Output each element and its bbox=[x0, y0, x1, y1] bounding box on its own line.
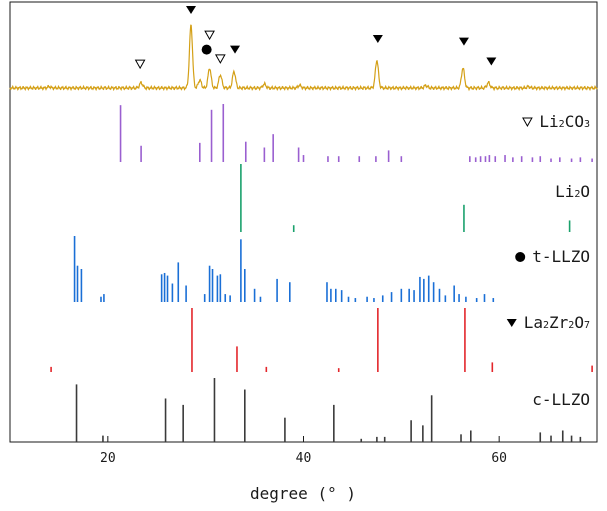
plot-frame bbox=[9, 1, 598, 443]
legend-open-triangle-Li2CO3 bbox=[522, 117, 533, 128]
legend-dot-t-LLZO bbox=[515, 252, 526, 262]
phase-label-Li2O: Li2O bbox=[555, 182, 590, 201]
ref-La2Zr2O7 bbox=[50, 308, 593, 372]
marker-filled-triangle-5 bbox=[230, 45, 241, 54]
reference-patterns bbox=[50, 104, 593, 442]
phase-label-t-LLZO: t-LLZO bbox=[532, 247, 590, 266]
x-axis-title: degree (° ) bbox=[250, 484, 356, 503]
phase-label-La2Zr2O7: La2Zr2O7 bbox=[524, 313, 590, 332]
x-axis-ticks: 20 40 60 bbox=[100, 436, 507, 466]
phase-labels: Li2CO3 Li2O t-LLZO La2Zr2O7 c-LLZO bbox=[506, 112, 590, 409]
ref-t-LLZO bbox=[73, 236, 495, 302]
measured-trace bbox=[9, 24, 598, 92]
ref-c-LLZO bbox=[75, 378, 582, 442]
x-tick-label-60: 60 bbox=[491, 451, 507, 466]
marker-open-triangle-4 bbox=[214, 54, 226, 64]
marker-filled-triangle-1 bbox=[185, 6, 196, 14]
measured-pattern bbox=[9, 24, 598, 92]
marker-open-triangle-0 bbox=[134, 59, 146, 70]
peak-markers bbox=[134, 6, 497, 70]
x-tick-label-20: 20 bbox=[100, 451, 116, 466]
marker-open-triangle-2 bbox=[204, 30, 215, 41]
x-tick-label-40: 40 bbox=[296, 451, 312, 466]
marker-filled-triangle-6 bbox=[372, 35, 383, 44]
legend-filled-triangle-La2Zr2O7 bbox=[506, 319, 517, 327]
ref-Li2CO3 bbox=[119, 104, 593, 162]
marker-filled-triangle-7 bbox=[458, 37, 469, 46]
phase-label-c-LLZO: c-LLZO bbox=[532, 390, 590, 409]
phase-label-Li2CO3: Li2CO3 bbox=[539, 112, 590, 131]
ref-Li2O bbox=[240, 164, 571, 232]
marker-filled-triangle-8 bbox=[486, 57, 497, 66]
marker-dot-3 bbox=[201, 44, 212, 55]
